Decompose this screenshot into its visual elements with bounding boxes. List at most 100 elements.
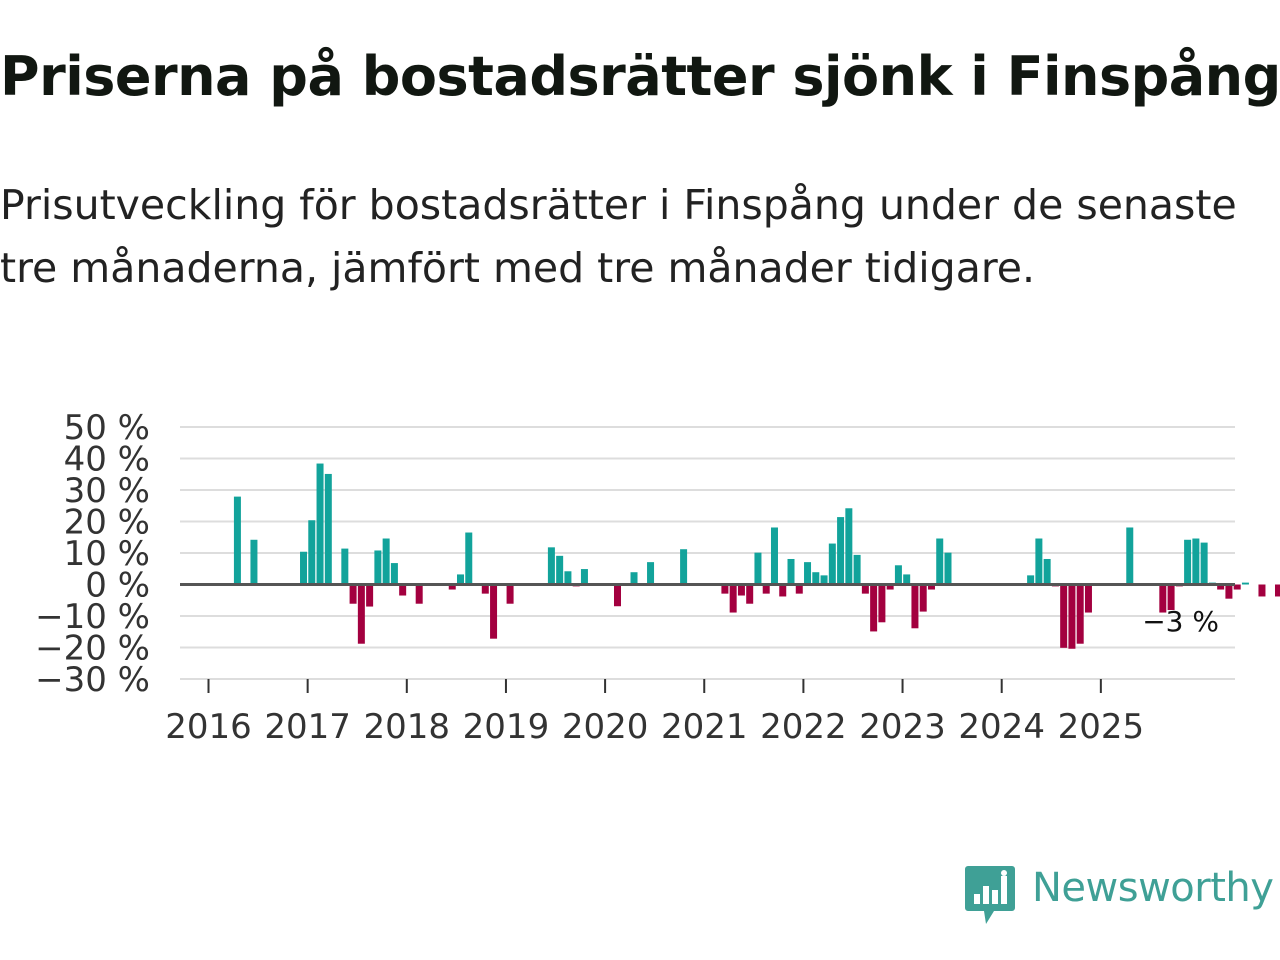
bar	[680, 549, 688, 585]
bar	[556, 555, 564, 585]
chart-subtitle: Prisutveckling för bostadsrätter i Finsp…	[0, 181, 1237, 292]
bar	[390, 563, 398, 585]
bar	[861, 584, 869, 594]
gridlines	[180, 426, 1235, 680]
bar	[878, 584, 886, 623]
x-tick-label: 2020	[562, 707, 649, 747]
bar	[779, 584, 787, 597]
bar	[308, 520, 316, 585]
bar	[944, 552, 952, 585]
x-tick-label: 2024	[958, 707, 1045, 747]
bar	[1076, 584, 1084, 644]
y-tick-label: 40 %	[64, 440, 150, 480]
bar	[1241, 582, 1249, 585]
bar	[894, 565, 902, 585]
x-tick-label: 2019	[463, 707, 550, 747]
bar	[919, 584, 927, 612]
newsworthy-brand[interactable]: Newsworthy	[964, 864, 1274, 928]
bar	[300, 551, 308, 585]
bar	[1225, 584, 1233, 599]
bar	[357, 584, 365, 644]
bar	[374, 550, 382, 585]
bar	[366, 584, 374, 607]
bar	[1167, 584, 1175, 611]
bar	[415, 584, 423, 604]
y-tick-label: 50 %	[64, 408, 150, 448]
bar	[580, 569, 588, 585]
bar	[1184, 539, 1192, 585]
x-tick-label: 2021	[661, 707, 748, 747]
y-tick-label: −20 %	[35, 629, 150, 669]
bar	[804, 562, 812, 585]
bar	[250, 539, 258, 585]
bar-chart: 50 %40 %30 %20 %10 %0 %−10 %−20 %−30 % 2…	[35, 408, 1280, 747]
bar-chart-speech-bubble-icon	[965, 866, 1015, 924]
bar	[1274, 584, 1280, 597]
x-tick-label: 2017	[264, 707, 351, 747]
bar	[746, 584, 754, 604]
bar	[349, 584, 357, 604]
bar	[1035, 538, 1043, 585]
bar	[564, 571, 572, 585]
bar	[795, 584, 803, 594]
brand-name: Newsworthy	[1032, 865, 1274, 911]
bar	[845, 508, 853, 585]
bar	[1043, 558, 1051, 585]
bar	[506, 584, 514, 604]
annotations: −3 %	[1142, 605, 1219, 638]
bar	[233, 496, 241, 585]
bar	[812, 572, 820, 585]
bar	[1068, 584, 1076, 649]
bar	[1192, 538, 1200, 585]
bar	[1200, 542, 1208, 585]
bar	[547, 547, 555, 585]
x-tick-label: 2018	[364, 707, 451, 747]
bar	[853, 554, 861, 585]
bar	[903, 574, 911, 585]
last-value-label: −3 %	[1142, 605, 1219, 638]
x-tick-label: 2023	[859, 707, 946, 747]
bar	[457, 574, 465, 585]
bar	[630, 572, 638, 585]
bar	[911, 584, 919, 629]
bar	[770, 527, 778, 585]
bar	[927, 584, 935, 590]
bar	[1027, 575, 1035, 585]
bar	[729, 584, 737, 613]
bar	[870, 584, 878, 632]
bar	[465, 532, 473, 585]
bar	[787, 558, 795, 585]
bar	[737, 584, 745, 596]
bar	[341, 548, 349, 585]
bar	[762, 584, 770, 594]
bar	[837, 517, 845, 585]
bar	[316, 463, 324, 585]
y-tick-label: −30 %	[35, 660, 150, 700]
x-tick-label: 2022	[760, 707, 847, 747]
bar	[1060, 584, 1068, 648]
bar	[1084, 584, 1092, 613]
bar	[399, 584, 407, 596]
y-tick-label: 0 %	[85, 566, 150, 606]
bar	[324, 473, 332, 585]
bar	[448, 584, 456, 590]
bar	[754, 552, 762, 585]
bar	[886, 584, 894, 590]
bar	[936, 538, 944, 585]
y-tick-label: 20 %	[64, 503, 150, 543]
bar	[828, 543, 836, 585]
x-tick-label: 2025	[1058, 707, 1145, 747]
y-axis-labels: 50 %40 %30 %20 %10 %0 %−10 %−20 %−30 %	[35, 408, 150, 700]
bar	[1159, 584, 1167, 613]
bar	[1233, 584, 1241, 590]
bars	[233, 463, 1280, 649]
bar	[1126, 527, 1134, 585]
bar	[382, 538, 390, 585]
y-tick-label: −10 %	[35, 597, 150, 637]
x-tick-label: 2016	[165, 707, 252, 747]
bar	[647, 562, 655, 585]
bar	[1258, 584, 1266, 597]
bar	[613, 584, 621, 607]
x-axis: 2016 2017 2018 2019 2020 2021 2022 2023 2024 2025	[165, 583, 1235, 747]
bar	[1217, 584, 1225, 590]
